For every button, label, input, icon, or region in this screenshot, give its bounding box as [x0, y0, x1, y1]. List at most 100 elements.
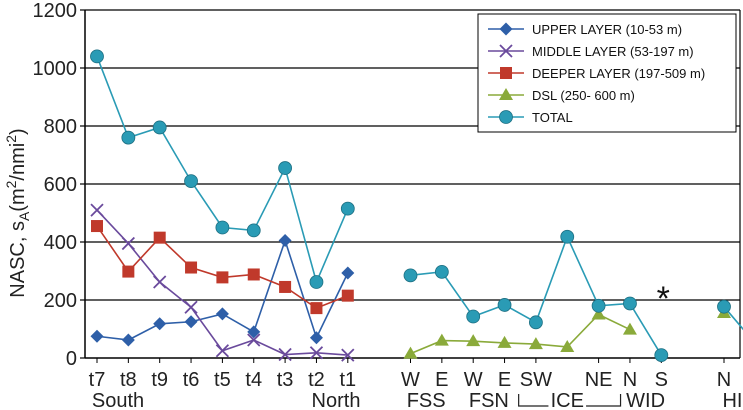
x-tick-label-8: t1 [339, 369, 356, 391]
y-axis-title-unit-open: (m [7, 188, 29, 211]
group-label-north: North [312, 390, 361, 410]
y-axis-title-unit-close: ) [7, 128, 29, 135]
series-4-point-20 [717, 299, 731, 314]
legend-label-4: TOTAL [532, 110, 573, 125]
series-3-point-10 [403, 346, 418, 359]
y-axis-title-sub: A [16, 211, 32, 221]
legend-label-3: DSL (250- 600 m) [532, 88, 635, 103]
x-tick-label-0: t7 [89, 369, 106, 391]
series-4-point-6 [278, 161, 293, 175]
legend-entry-2: DEEPER LAYER (197-509 m) [488, 66, 705, 81]
series-4-point-8 [340, 201, 355, 216]
series-0-point-4 [215, 307, 229, 321]
series-4-line-2 [723, 306, 743, 331]
legend-entry-3: DSL (250- 600 m) [488, 88, 635, 103]
legend-marker-4 [499, 110, 513, 124]
x-tick-label-18: S [655, 369, 668, 391]
group-labels: South North FSS FSN ICE WID HIN [92, 390, 743, 410]
series-1-point-4-stroke-b [215, 344, 230, 358]
series-4-point-13 [497, 298, 512, 312]
x-tick-label-11: E [435, 369, 448, 391]
series-3-point-14 [528, 337, 543, 350]
series-0-line-0 [96, 238, 349, 341]
y-tick-label-3: 600 [44, 174, 77, 196]
series-2-point-5 [247, 268, 260, 281]
series-2-point-2 [153, 231, 166, 244]
legend: UPPER LAYER (10-53 m) MIDDLE LAYER (53-19… [477, 13, 737, 133]
y-tick-label-1: 200 [44, 290, 77, 312]
series-1-point-3-stroke-b [184, 300, 198, 314]
x-tick-label-16: NE [585, 369, 613, 391]
group-label-fss: FSS [407, 390, 446, 410]
series-4 [90, 49, 743, 363]
legend-marker-2 [500, 67, 512, 79]
legend-marker-1 [499, 44, 513, 58]
series-3-point-13 [497, 335, 512, 348]
series-1 [90, 203, 355, 362]
series-3-line-0 [410, 313, 631, 355]
y-tick-label-2: 400 [44, 232, 77, 254]
svg-text:NASC, sA(m2/nmi2): NASC, sA(m2/nmi2) [3, 128, 32, 297]
x-tick-label-1: t8 [120, 369, 137, 391]
series-4-point-4 [215, 220, 230, 235]
series-1-point-0-stroke-b [90, 203, 104, 217]
ice-bracket-left [518, 394, 549, 407]
series-3-point-16 [591, 307, 606, 320]
group-label-fsn: FSN [469, 390, 509, 410]
ice-bracket-right [586, 394, 622, 407]
x-tick-label-3: t6 [183, 369, 200, 391]
series-1-point-2 [153, 275, 167, 289]
annotation-asterisk-0: * [657, 280, 670, 318]
x-tick-label-10: W [401, 369, 420, 391]
series-0-point-2 [153, 317, 167, 331]
series-2-point-3 [185, 261, 198, 274]
series-1-point-8-stroke-b [341, 348, 355, 362]
x-tick-label-13: E [498, 369, 511, 391]
series-2 [91, 220, 354, 315]
legend-marker-1-stroke-b [499, 44, 513, 58]
x-tick-label-2: t9 [151, 369, 168, 391]
series-4-point-11 [434, 264, 449, 279]
series-4-point-17 [623, 296, 637, 311]
series-0-point-1 [121, 333, 135, 347]
series-4-point-12 [466, 309, 481, 324]
y-tick-label-0: 0 [66, 348, 77, 370]
series-0-point-7 [309, 331, 323, 345]
y-axis-title-sup2: 2 [3, 135, 19, 143]
series-4-point-2 [152, 120, 167, 135]
series-3-point-15 [560, 339, 575, 352]
series-1-point-7-stroke-b [309, 346, 324, 360]
series-1-point-5 [247, 333, 261, 347]
series-0-point-3 [184, 315, 198, 329]
series-1-point-6 [278, 347, 292, 362]
series-1-point-1 [121, 236, 135, 251]
series-0 [90, 234, 355, 347]
series-4-point-16 [591, 298, 606, 313]
series-0-point-6 [278, 234, 292, 248]
series-2-point-4 [216, 271, 229, 284]
series-0-point-0 [90, 329, 104, 343]
series-3 [403, 306, 731, 359]
series-4-line-0 [96, 56, 349, 285]
series-4-point-5 [246, 223, 261, 238]
series-4-point-7 [309, 275, 324, 289]
legend-label-1: MIDDLE LAYER (53-197 m) [532, 44, 694, 59]
series-4-point-18 [654, 348, 669, 363]
x-tick-label-12: W [464, 369, 483, 391]
x-tick-label-20: N [717, 369, 731, 391]
series-4-point-15 [560, 229, 575, 244]
series-1-point-1-stroke-b [121, 236, 135, 251]
series-1-point-6-stroke-b [278, 347, 292, 362]
series-4-point-3 [184, 174, 198, 189]
x-tick-label-4: t5 [214, 369, 231, 391]
series-1-point-0 [90, 203, 104, 217]
series-1-point-5-stroke-b [247, 333, 261, 347]
series-4-point-1 [121, 130, 136, 145]
x-tick-label-17: N [623, 369, 637, 391]
series-1-point-3 [184, 300, 198, 314]
series [90, 49, 743, 363]
y-axis-title-sup1: 2 [3, 180, 19, 188]
x-tick-label-6: t3 [277, 369, 294, 391]
annotations: ** [657, 280, 670, 318]
y-tick-label-5: 1000 [33, 58, 78, 80]
